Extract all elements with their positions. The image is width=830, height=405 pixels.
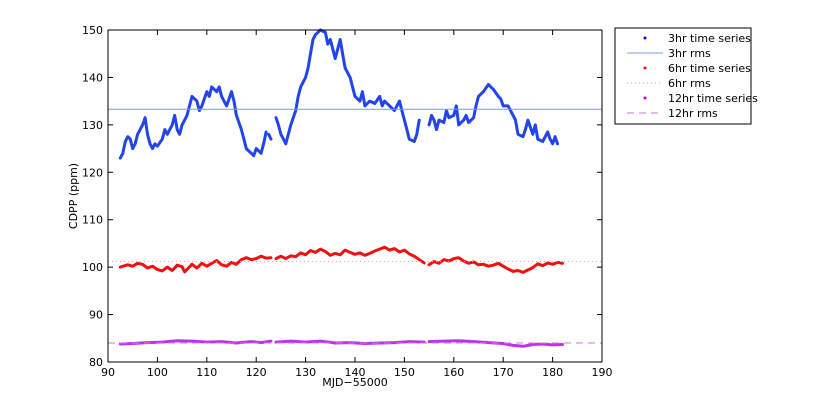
y-tick-label: 140 [82,71,103,84]
6hr-time-series-segment-0 [118,254,273,274]
legend-box [614,27,752,125]
6hr-time-series-segment-1 [274,245,426,265]
x-tick-label: 90 [101,366,115,379]
12hr-time-series-segment-2 [427,339,564,348]
legend-marker [643,36,647,40]
y-tick-label: 100 [82,261,103,274]
legend-marker [643,96,647,100]
3hr-time-series-segment-2 [274,28,421,146]
legend-entry-label: 12hr rms [668,107,718,120]
axes: 90 100 110 120 130 140 150 160 170 180 19080901001… [82,24,613,379]
legend-entry-label: 12hr time series [668,92,758,105]
x-tick-label: 160 [443,366,464,379]
legend: 3hr time series 3hr rms 6hr time series 6hr… [614,27,758,125]
x-tick-label: 130 [295,366,316,379]
6hr-time-series-segment-2 [427,256,564,274]
y-tick-label: 150 [82,24,103,37]
x-tick-label: 100 [147,366,168,379]
y-tick-label: 130 [82,119,103,132]
x-tick-label: 120 [246,366,267,379]
legend-marker [643,66,647,70]
plot-area [108,28,602,348]
plot-frame [107,29,603,363]
3hr-time-series-segment-3 [427,83,559,146]
x-tick-label: 110 [196,366,217,379]
x-tick-label: 180 [542,366,563,379]
x-axis-label: MJD−55000 [322,376,387,389]
3hr-time-series-segment-1 [267,132,273,141]
y-tick-label: 120 [82,166,103,179]
y-tick-label: 90 [89,309,103,322]
y-tick-label: 110 [82,214,103,227]
x-tick-label: 170 [493,366,514,379]
x-tick-label: 140 [345,366,366,379]
y-tick-label: 80 [89,356,103,369]
legend-entry-label: 3hr rms [668,47,711,60]
legend-entry-label: 3hr time series [668,32,751,45]
x-tick-label: 190 [592,366,613,379]
legend-entry-label: 6hr rms [668,77,711,90]
x-tick-label: 150 [394,366,415,379]
3hr-time-series-segment-0 [118,85,268,160]
legend-entry-label: 6hr time series [668,62,751,75]
y-axis-label: CDPP (ppm) [67,163,80,229]
